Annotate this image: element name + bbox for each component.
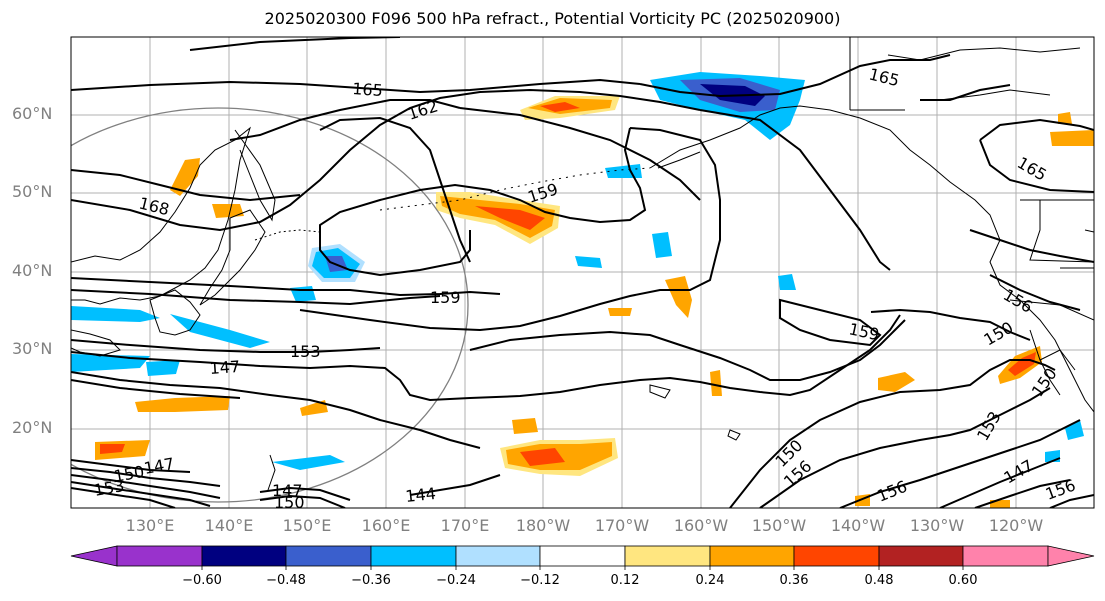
map-frame — [70, 36, 1095, 509]
colorbar-arrow-left — [70, 545, 118, 567]
colorbar-segment — [116, 545, 203, 567]
colorbar-tick-label: −0.60 — [182, 573, 222, 588]
colorbar-segment — [878, 545, 964, 567]
pv-negative-region — [170, 314, 270, 348]
colorbar-segment — [962, 545, 1049, 567]
map-title: 2025020300 F096 500 hPa refract., Potent… — [264, 9, 841, 28]
colorbar-tick-label: −0.36 — [351, 573, 391, 588]
coastlines — [71, 37, 1094, 491]
lon-label: 170°E — [440, 516, 490, 535]
lon-label: 130°E — [125, 516, 175, 535]
pv-positive-region — [475, 206, 545, 230]
pv-negative-region — [272, 455, 345, 470]
lat-label: 60°N — [12, 104, 53, 123]
colorbar-tick-label: 0.48 — [864, 573, 894, 588]
contour-label: 150 — [1028, 364, 1061, 400]
pv-negative-region — [778, 274, 796, 290]
colorbar-arrow-right — [1047, 545, 1095, 567]
contour-label: 153 — [290, 342, 321, 361]
contour-label: 150 — [274, 493, 305, 512]
contour-label: 156 — [1000, 285, 1036, 317]
colorbar-segment — [624, 545, 711, 567]
pv-positive-region — [170, 158, 200, 196]
pv-positive-region — [300, 400, 328, 416]
pv-negative-region — [1065, 420, 1084, 440]
colorbar-segment — [285, 545, 372, 567]
contour-label: 147 — [209, 357, 241, 378]
contour-label: 159 — [525, 179, 560, 207]
lon-label: 160°W — [673, 516, 729, 535]
pv-positive-region — [608, 308, 632, 316]
colorbar-tick-label: 0.60 — [948, 573, 978, 588]
colorbar-segment — [201, 545, 287, 567]
contour-label: 159 — [430, 288, 461, 307]
range-circle — [71, 107, 469, 503]
pv-positive-region — [710, 370, 722, 396]
pv-negative-region — [146, 360, 180, 376]
contour-label: 150 — [981, 318, 1017, 350]
colorbar-segment — [539, 545, 626, 567]
contour-label: 165 — [867, 64, 901, 90]
colorbar-segment — [709, 545, 795, 567]
lat-label: 40°N — [12, 261, 53, 280]
contour-label: 156 — [874, 477, 909, 506]
pv-positive-region — [520, 448, 565, 466]
pv-positive-region — [878, 372, 915, 392]
pv-negative-region — [652, 232, 672, 258]
pv-negative-region — [71, 306, 160, 322]
pv-positive-region — [1008, 352, 1036, 376]
colorbar-tick-label: −0.48 — [266, 573, 306, 588]
lon-label: 140°W — [830, 516, 886, 535]
contour-label: 159 — [847, 319, 881, 344]
contour-label: 147 — [142, 454, 175, 478]
pv-positive-region — [540, 102, 580, 112]
lon-label: 130°W — [909, 516, 965, 535]
colorbar-tick-label: 0.12 — [610, 573, 640, 588]
colorbar-segment — [455, 545, 541, 567]
lon-label: 170°W — [594, 516, 650, 535]
lat-label: 30°N — [12, 339, 53, 358]
pv-negative-region — [290, 286, 316, 302]
lon-label: 120°W — [988, 516, 1044, 535]
colorbar-tick-label: 0.36 — [779, 573, 809, 588]
pv-positive-region — [1050, 130, 1094, 146]
pv-filled-contours — [71, 72, 1094, 508]
colorbar-segment — [793, 545, 880, 567]
contour-label: 147 — [272, 481, 303, 500]
pv-positive-region — [1058, 112, 1072, 124]
lat-label: 50°N — [12, 182, 53, 201]
pv-negative-region — [575, 256, 602, 268]
pv-negative-region — [605, 164, 642, 178]
lat-label: 20°N — [12, 418, 53, 437]
colorbar-tick-label: −0.24 — [436, 573, 476, 588]
contour-label: 165 — [352, 79, 384, 100]
contour-label: 147 — [1001, 456, 1037, 488]
colorbar-segment — [370, 545, 457, 567]
colorbar-tick-label: 0.24 — [695, 573, 725, 588]
contour-label: 165 — [1014, 153, 1050, 185]
pv-positive-region — [212, 204, 244, 218]
lon-label: 150°E — [282, 516, 332, 535]
pv-positive-region — [100, 444, 125, 454]
lon-label: 150°W — [751, 516, 807, 535]
contour-label: 168 — [137, 193, 171, 219]
pv-positive-region — [512, 418, 538, 434]
contour-label: 153 — [973, 408, 1005, 444]
lon-label: 140°E — [204, 516, 254, 535]
pv-positive-region — [665, 276, 692, 318]
lon-label: 180°W — [515, 516, 571, 535]
contour-label: 144 — [404, 484, 436, 506]
colorbar-tick-label: −0.12 — [520, 573, 560, 588]
contour-lines — [71, 37, 1094, 508]
colorbar — [70, 545, 1095, 570]
pv-positive-region — [135, 396, 230, 412]
lon-label: 160°E — [361, 516, 411, 535]
